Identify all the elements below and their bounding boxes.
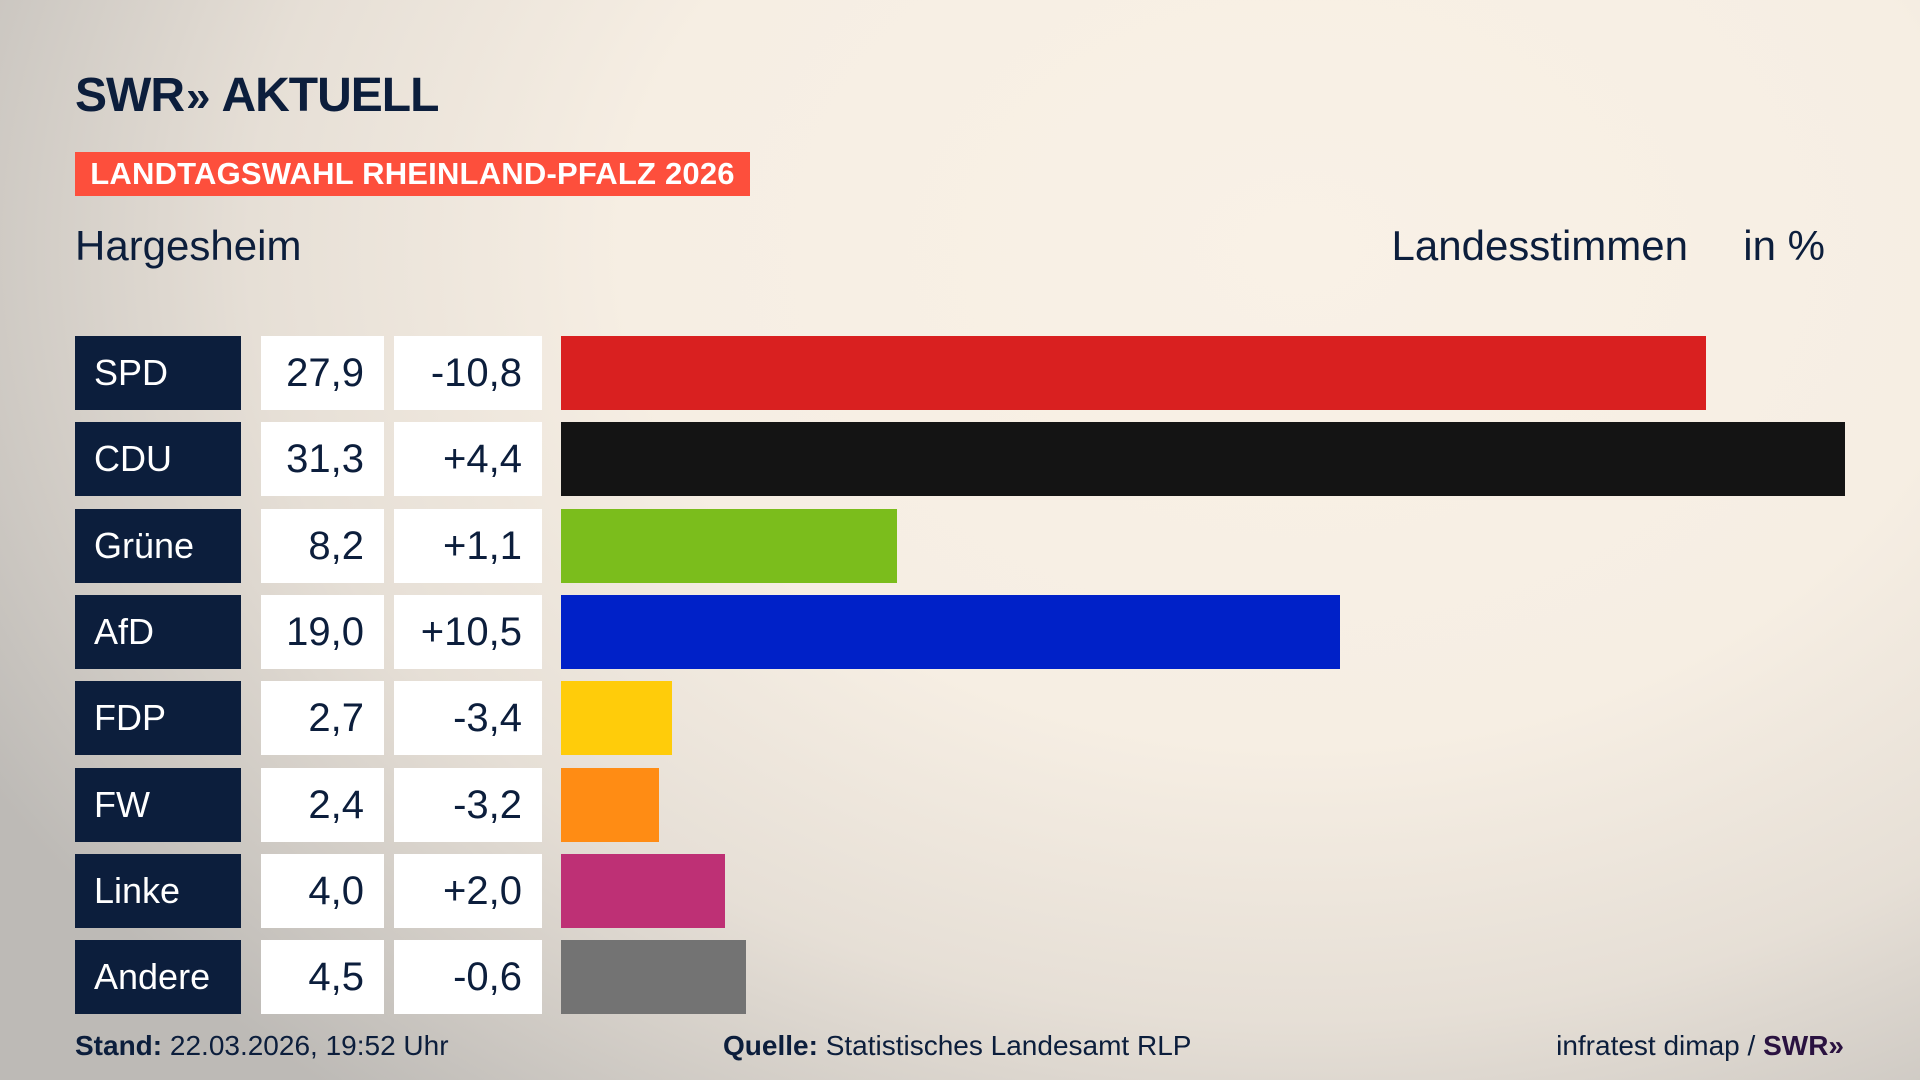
bar: [561, 422, 1845, 497]
diff-label: -3,4: [394, 681, 542, 756]
quelle-value: Statistisches Landesamt RLP: [825, 1030, 1192, 1061]
bar: [561, 594, 1341, 669]
bar: [561, 767, 660, 842]
bar: [561, 853, 726, 928]
party-row: Grüne 8,2 +1,1: [75, 508, 1875, 583]
stand-value: 22.03.2026, 19:52 Uhr: [169, 1030, 449, 1061]
diff-label: +2,0: [394, 853, 542, 928]
quelle-label: Quelle:: [723, 1030, 818, 1061]
party-label: Grüne: [75, 508, 241, 583]
party-row: Andere 4,5 -0,6: [75, 940, 1875, 1015]
bar: [561, 508, 898, 583]
value-label: 8,2: [261, 508, 384, 583]
value-label: 4,5: [261, 940, 384, 1015]
measure-label: Landesstimmen: [1391, 222, 1688, 269]
value-label: 27,9: [261, 336, 384, 410]
swr-aktuell-logo: SWR» AKTUELL: [75, 68, 439, 123]
party-label: Andere: [75, 940, 241, 1015]
diff-label: -3,2: [394, 767, 542, 842]
bar: [561, 336, 1706, 410]
value-label: 2,7: [261, 681, 384, 756]
footer-stand: Stand: 22.03.2026, 19:52 Uhr: [75, 1030, 449, 1062]
logo-swr: SWR: [75, 69, 185, 122]
credit-text: infratest dimap /: [1556, 1030, 1756, 1061]
party-row: FW 2,4 -3,2: [75, 767, 1875, 842]
election-banner: LANDTAGSWAHL RHEINLAND-PFALZ 2026: [75, 152, 750, 196]
swr-small-logo: SWR»: [1763, 1030, 1844, 1061]
party-row: FDP 2,7 -3,4: [75, 681, 1875, 756]
party-row: AfD 19,0 +10,5: [75, 594, 1875, 669]
party-row: CDU 31,3 +4,4: [75, 422, 1875, 497]
place-title: Hargesheim: [75, 222, 302, 269]
party-row: Linke 4,0 +2,0: [75, 853, 1875, 928]
bar: [561, 940, 746, 1015]
diff-label: +4,4: [394, 422, 542, 497]
diff-label: +10,5: [394, 594, 542, 669]
logo-arrows-icon: »: [185, 72, 211, 121]
footer-quelle: Quelle: Statistisches Landesamt RLP: [723, 1030, 1191, 1062]
unit-label: in %: [1743, 222, 1825, 269]
diff-label: -0,6: [394, 940, 542, 1015]
value-label: 4,0: [261, 853, 384, 928]
diff-label: +1,1: [394, 508, 542, 583]
logo-aktuell: AKTUELL: [221, 69, 439, 122]
party-label: AfD: [75, 594, 241, 669]
party-label: CDU: [75, 422, 241, 497]
party-label: SPD: [75, 336, 241, 410]
value-label: 19,0: [261, 594, 384, 669]
bar: [561, 681, 672, 756]
party-label: FDP: [75, 681, 241, 756]
stand-label: Stand:: [75, 1030, 163, 1061]
party-label: FW: [75, 767, 241, 842]
value-label: 2,4: [261, 767, 384, 842]
party-row: SPD 27,9 -10,8: [75, 336, 1875, 410]
footer-credit: infratest dimap / SWR»: [1556, 1030, 1844, 1062]
diff-label: -10,8: [394, 336, 542, 410]
value-label: 31,3: [261, 422, 384, 497]
party-label: Linke: [75, 853, 241, 928]
